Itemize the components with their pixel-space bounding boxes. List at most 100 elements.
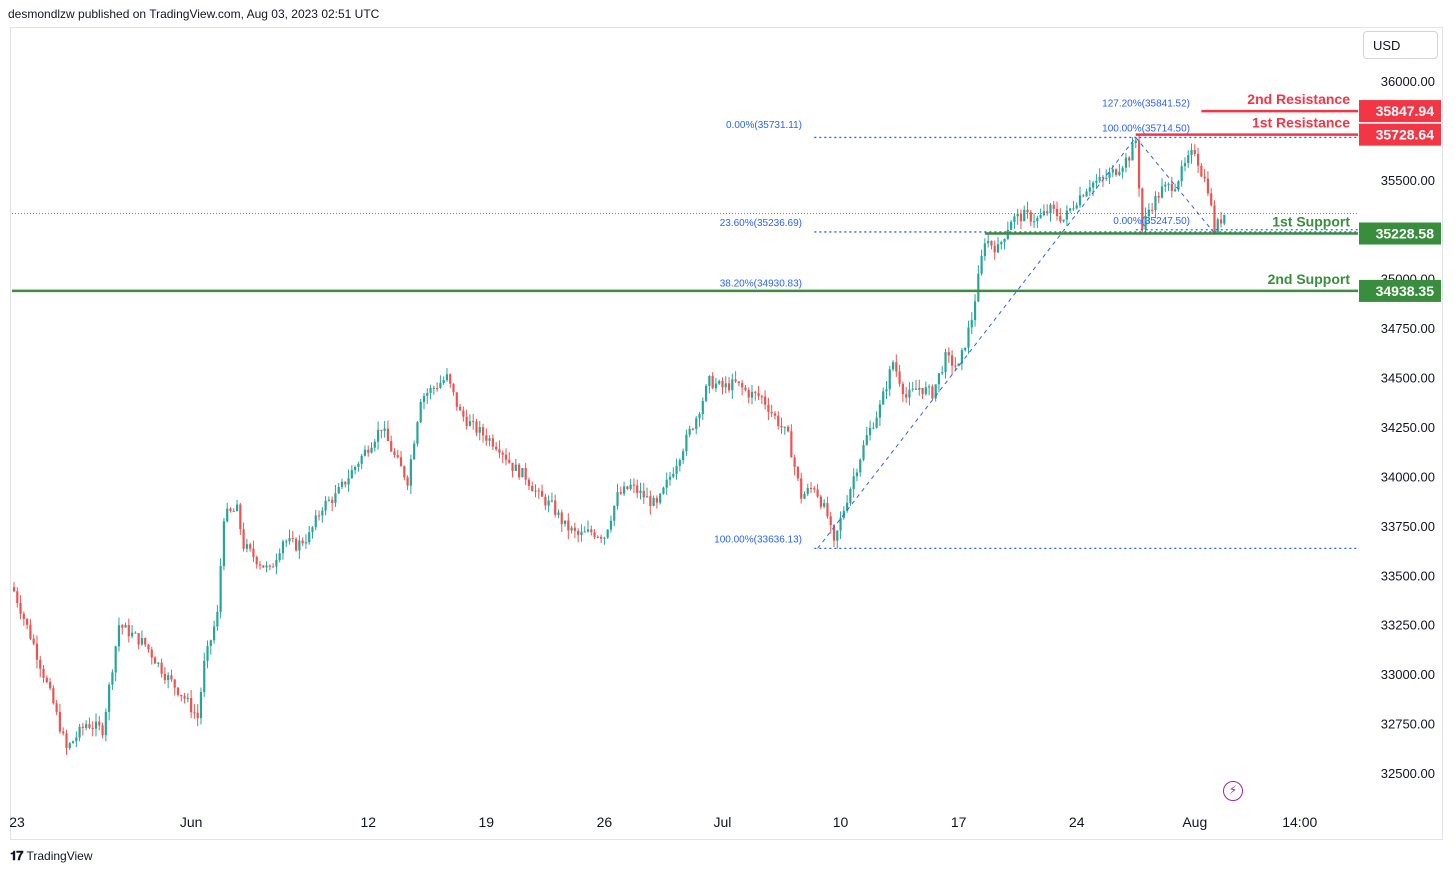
candle-body [481, 427, 485, 436]
y-tick-label: 34000.00 [1381, 469, 1435, 484]
candle-body [445, 374, 449, 381]
candle-body [1108, 172, 1111, 178]
candle-body [458, 406, 462, 411]
candle-body [75, 737, 78, 742]
candle-body [882, 391, 885, 405]
candle-body [406, 477, 409, 486]
candle-body [1101, 176, 1105, 179]
candle-body [1003, 238, 1006, 243]
candle-body [750, 391, 754, 398]
candle-body [724, 383, 727, 388]
candle-body [68, 743, 71, 749]
candle-body [317, 515, 321, 517]
candle-body [846, 502, 849, 511]
candle-body [275, 559, 278, 567]
candle-body [826, 503, 829, 517]
candle-body [809, 488, 813, 490]
candle-body [245, 544, 248, 549]
candle-body [429, 387, 432, 393]
candle-body [409, 459, 412, 486]
candle-body [1213, 205, 1216, 233]
candle-body [793, 457, 796, 467]
candle-body [764, 396, 767, 405]
candle-body [144, 638, 147, 645]
candle-body [324, 500, 327, 511]
candle-body [153, 657, 157, 664]
candle-body [606, 529, 609, 538]
candle-body [183, 696, 186, 699]
candle-body [193, 712, 196, 714]
candle-body [973, 301, 977, 321]
candle-body [783, 426, 786, 428]
candle-body [970, 320, 973, 328]
candle-body [130, 632, 134, 637]
candle-body [796, 466, 800, 479]
candle-body [117, 625, 121, 647]
candle-body [859, 459, 862, 473]
candle-body [721, 380, 724, 388]
candle-body [42, 668, 45, 678]
candle-body [62, 731, 65, 734]
candle-body [767, 404, 770, 412]
currency-selector[interactable]: USD [1363, 31, 1438, 59]
candle-body [891, 362, 895, 370]
footer-brand-label: TradingView [26, 849, 93, 863]
lightning-icon[interactable]: ⚡ [1223, 781, 1243, 801]
candle-body [603, 537, 606, 539]
candle-body [357, 463, 360, 467]
candle-body [862, 444, 865, 460]
footer-brand[interactable]: 𝟏𝟕 TradingView [10, 848, 93, 864]
candle-body [350, 470, 353, 479]
candle-body [1206, 178, 1210, 194]
y-tick-label: 34750.00 [1381, 321, 1435, 336]
candle-body [173, 679, 176, 688]
candle-body [1164, 184, 1167, 187]
candle-body [813, 488, 816, 490]
candle-body [39, 659, 42, 669]
candle-body [524, 468, 527, 480]
candle-body [754, 391, 757, 394]
candle-body [1055, 208, 1059, 217]
candle-body [1219, 219, 1223, 224]
candle-body [980, 256, 983, 274]
candle-body [1016, 213, 1019, 217]
candle-body [413, 443, 416, 460]
candle-body [304, 542, 308, 544]
candle-body [544, 496, 547, 506]
candle-body [163, 673, 166, 680]
candle-body [239, 504, 242, 530]
candle-body [675, 465, 678, 474]
candle-body [157, 662, 160, 664]
candle-body [298, 540, 301, 551]
candle-body [1128, 157, 1131, 161]
candle-body [639, 490, 642, 493]
candle-body [655, 497, 658, 503]
candle-body [596, 536, 599, 538]
candle-body [491, 438, 494, 447]
candle-body [714, 383, 718, 389]
candle-body [898, 371, 901, 384]
fib-label: 100.00%(33636.13) [714, 534, 802, 545]
candle-body [987, 241, 990, 244]
candle-body [170, 675, 173, 680]
candle-body [701, 401, 704, 415]
candle-body [1170, 183, 1173, 192]
candle-body [19, 603, 22, 614]
candle-body [855, 472, 859, 477]
candle-body [865, 435, 868, 445]
candle-body [150, 649, 153, 658]
candle-body [78, 726, 81, 738]
candle-body [232, 510, 235, 512]
candle-body [1019, 213, 1023, 222]
candle-body [586, 529, 590, 532]
candle-body [1190, 149, 1193, 156]
candle-body [58, 711, 62, 732]
candle-body [816, 489, 819, 497]
candle-body [85, 724, 88, 728]
candle-body [839, 517, 842, 531]
candle-body [583, 531, 586, 533]
candle-body [901, 383, 904, 395]
candle-body [649, 496, 652, 506]
candle-body [672, 473, 675, 477]
